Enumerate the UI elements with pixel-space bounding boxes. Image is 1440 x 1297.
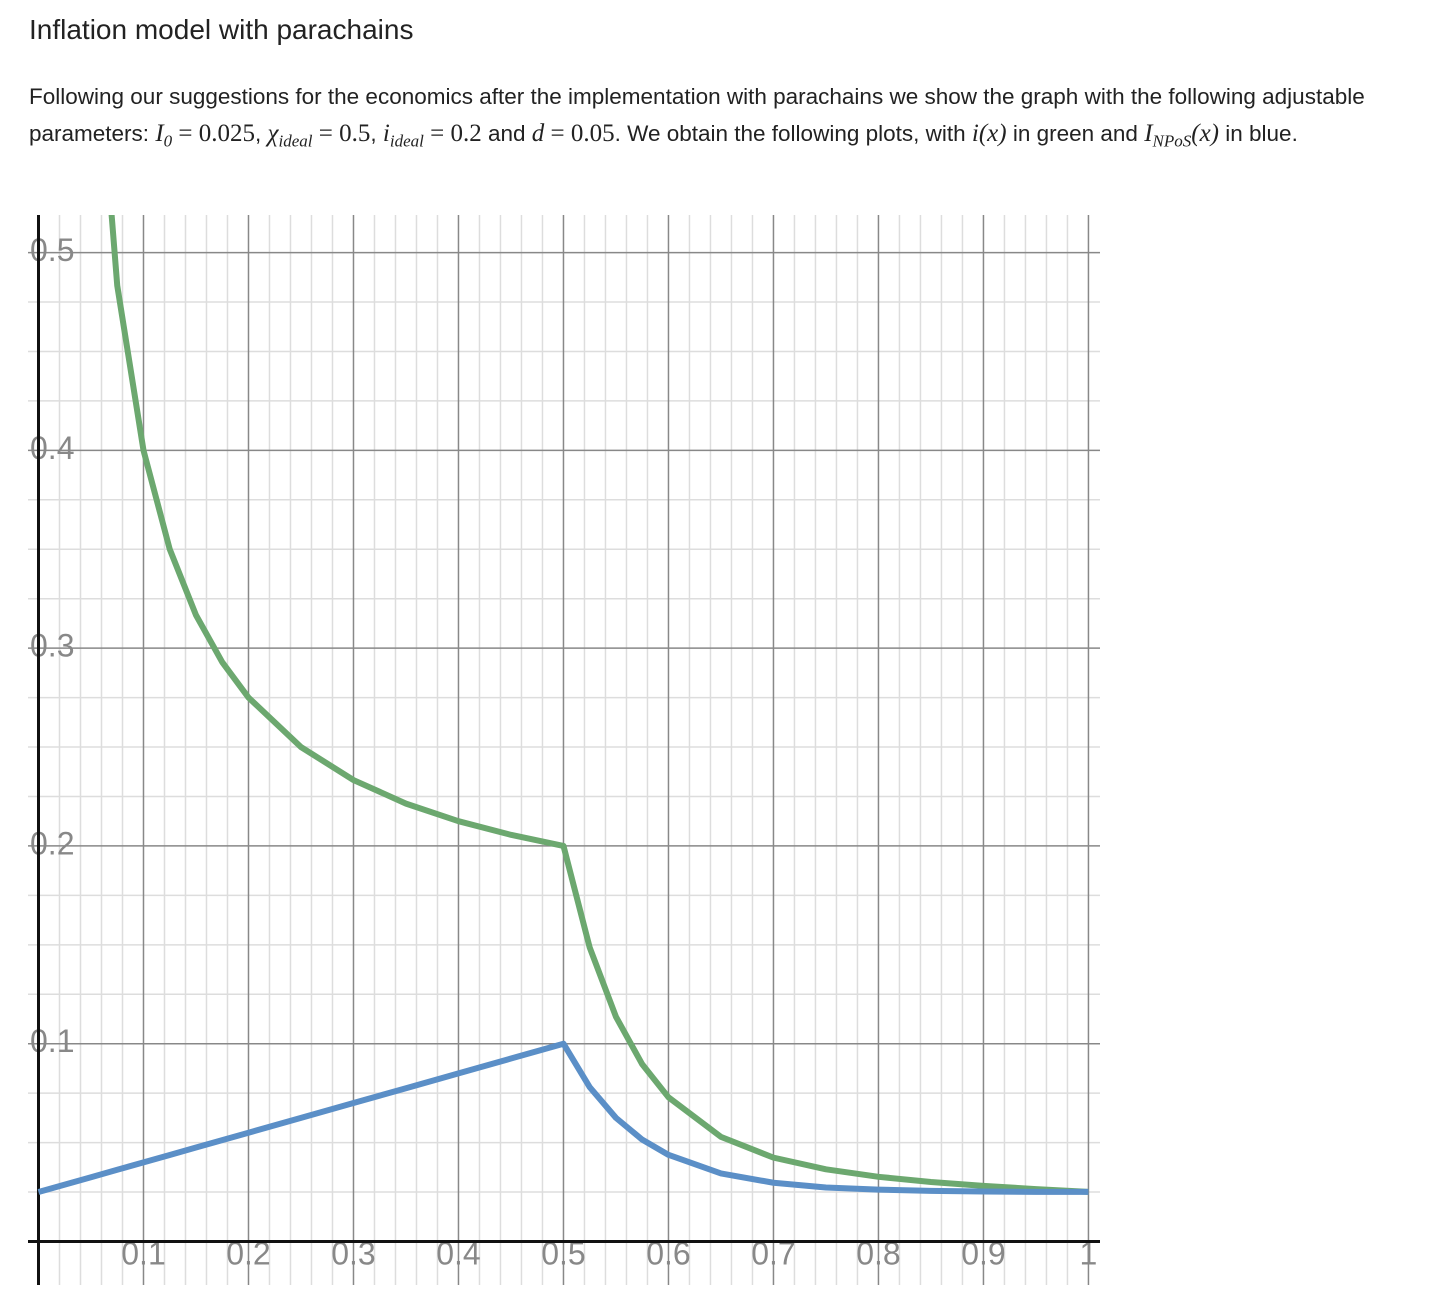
text: , [255,121,268,146]
y-tick-label: 0.5 [30,232,74,268]
math: = 0.05 [544,120,615,147]
text: , [370,121,383,146]
y-tick-label: 0.1 [30,1023,74,1059]
series-line [37,1040,1089,1195]
text: in green and [1006,121,1145,146]
title: Inflation model with parachains [29,14,414,45]
math-sub: 0 [163,131,173,151]
math: I [1144,120,1153,147]
chart: 0.1 0.2 0.3 0.4 0.5 0.6 0.7 0.8 0.9 10.10.20.30.4… [28,215,1100,1285]
math: = 0.025 [172,120,255,147]
math: d [531,120,545,147]
y-tick-label: 0.2 [30,825,74,861]
math-sub: ideal [389,131,424,151]
text: and [481,121,532,146]
math: i(x) [971,120,1007,147]
text: . We obtain the following plots, with [614,121,972,146]
y-tick-label: 0.4 [30,430,74,466]
y-tick-label: 0.3 [30,628,74,664]
plot-area [37,215,1089,1195]
text: in blue. [1219,121,1298,146]
math-sub: NPoS [1152,131,1192,151]
math: = 0.2 [423,120,482,147]
math: I [155,120,164,147]
text: Following our suggestions for the econom… [29,84,1365,146]
math-sub: ideal [278,131,313,151]
math: χ [267,120,279,147]
math: (x) [1191,120,1220,147]
series-line [108,215,1089,1195]
math: = 0.5 [312,120,371,147]
x-tick-label: 1 [1080,1235,1098,1271]
paragraph: Following our suggestions for the econom… [29,78,1399,160]
math: i [382,120,390,147]
